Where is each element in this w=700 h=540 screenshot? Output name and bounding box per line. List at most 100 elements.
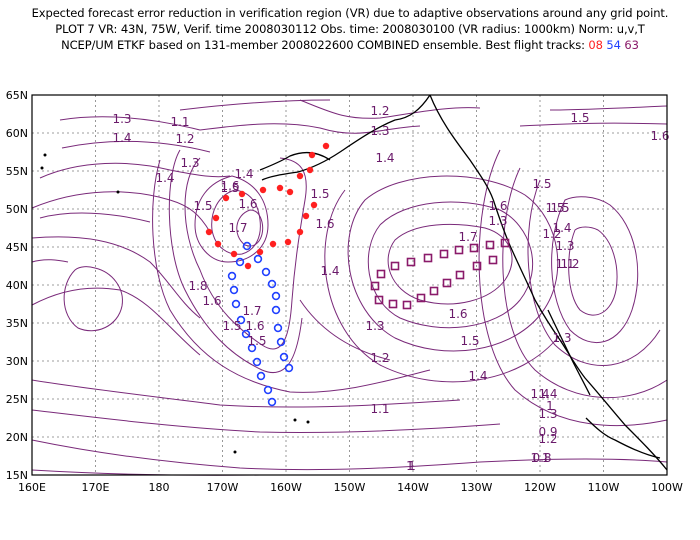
contour-label: 1.7 [242, 304, 261, 318]
island [293, 418, 297, 422]
track-63-point [454, 245, 464, 255]
contour-line [211, 189, 261, 255]
contour-line [31, 259, 69, 263]
contour-label: 1.4 [234, 167, 253, 181]
track-54-point [231, 299, 241, 309]
track-08-point [296, 228, 304, 236]
contour-label: 1.1 [530, 451, 549, 465]
track-54-point [271, 291, 281, 301]
lon-tick-label: 110W [588, 481, 620, 494]
contour-label: 1.6 [315, 217, 334, 231]
contour-label: 1.7 [458, 230, 477, 244]
track-63-point [488, 255, 498, 265]
contour-line [527, 179, 661, 367]
track-08-point [322, 142, 330, 150]
track-54-point [252, 357, 262, 367]
track-63-point [485, 240, 495, 250]
contour-line [179, 99, 331, 111]
contour-label: 1.1 [170, 115, 189, 129]
track-54-point [271, 305, 281, 315]
contour-line [551, 196, 639, 344]
contour-label: 1.4 [375, 151, 394, 165]
contour-line [347, 175, 559, 352]
track-63-point [472, 261, 482, 271]
track-54-point [267, 279, 277, 289]
contour-label: 1.3 [370, 124, 389, 138]
track-63-point [390, 261, 400, 271]
lon-tick-label: 180 [149, 481, 170, 494]
contour-label: 1.2 [370, 351, 389, 365]
contour-label: 1.6 [202, 294, 221, 308]
contour-line [568, 226, 618, 316]
track-54-point [235, 257, 245, 267]
contour-label: 1.1 [370, 402, 389, 416]
track-08-point [205, 228, 213, 236]
lat-tick-label: 40N [6, 279, 28, 292]
track-54-point [261, 267, 271, 277]
track-63-point [439, 249, 449, 259]
track-08-point [306, 166, 314, 174]
contour-label: 1.2 [560, 257, 579, 271]
lon-tick-label: 140W [397, 481, 429, 494]
contour-label: 0.9 [538, 425, 557, 439]
track-54-point [273, 323, 283, 333]
lat-tick-label: 20N [6, 431, 28, 444]
track-63-point [388, 299, 398, 309]
track-08-point [286, 188, 294, 196]
contour-line [39, 162, 231, 179]
contour-label: 1.2 [542, 227, 561, 241]
contour-label: 1.5 [193, 199, 212, 213]
track-54-point [267, 397, 277, 407]
plot-title-line-2: PLOT 7 VR: 43N, 75W, Verif. time 2008030… [55, 22, 645, 36]
track-08-label: 08 [588, 38, 603, 52]
track-08-point [256, 248, 264, 256]
track-63-point [423, 253, 433, 263]
contour-line [367, 201, 534, 329]
coastline [585, 417, 661, 459]
contour-label: 1.4 [468, 369, 487, 383]
track-63-point [416, 293, 426, 303]
contour-label: 1.6 [245, 319, 264, 333]
track-63-point [429, 286, 439, 296]
contour-label: 1.8 [188, 279, 207, 293]
contour-label: 1.4 [112, 131, 131, 145]
plot-title-line-3: NCEP/UM ETKF based on 131-member 2008022… [0, 38, 700, 52]
contour-line [299, 99, 481, 119]
lon-tick-label: 160E [18, 481, 46, 494]
contour-label: 0.8 [532, 451, 551, 465]
plot-title-line-1: Expected forecast error reduction in ver… [31, 6, 669, 20]
track-08-point [212, 214, 220, 222]
contour-line [31, 236, 201, 319]
track-63-label: 63 [624, 38, 639, 52]
track-63-point [376, 269, 386, 279]
contour-label: 1.5 [545, 201, 564, 215]
track-54-point [227, 271, 237, 281]
track-63-point [469, 243, 479, 253]
flight-tracks-text: NCEP/UM ETKF based on 131-member 2008022… [61, 38, 589, 52]
map-frame [31, 94, 668, 476]
lat-tick-label: 35N [6, 317, 28, 330]
contour-label: 1.5 [532, 177, 551, 191]
lat-tick-label: 30N [6, 355, 28, 368]
contour-label: 1.5 [247, 334, 266, 348]
island [40, 166, 44, 170]
track-63-point [455, 270, 465, 280]
lat-tick-label: 15N [6, 469, 28, 482]
contour-line [31, 409, 501, 434]
lon-tick-label: 120W [524, 481, 556, 494]
track-08-point [302, 212, 310, 220]
track-08-point [230, 250, 238, 258]
contour-label: 1.5 [460, 334, 479, 348]
track-08-point [308, 151, 316, 159]
contour-label: 1.2 [175, 132, 194, 146]
contour-line [152, 159, 431, 393]
contour-line [31, 287, 201, 356]
contour-line [324, 189, 561, 383]
island [233, 450, 237, 454]
track-08-point [276, 184, 284, 192]
contour-label: 1.5 [222, 319, 241, 333]
contour-label: 1.7 [228, 221, 247, 235]
lon-tick-label: 100W [651, 481, 683, 494]
contour-line [519, 122, 668, 127]
track-54-label: 54 [606, 38, 621, 52]
